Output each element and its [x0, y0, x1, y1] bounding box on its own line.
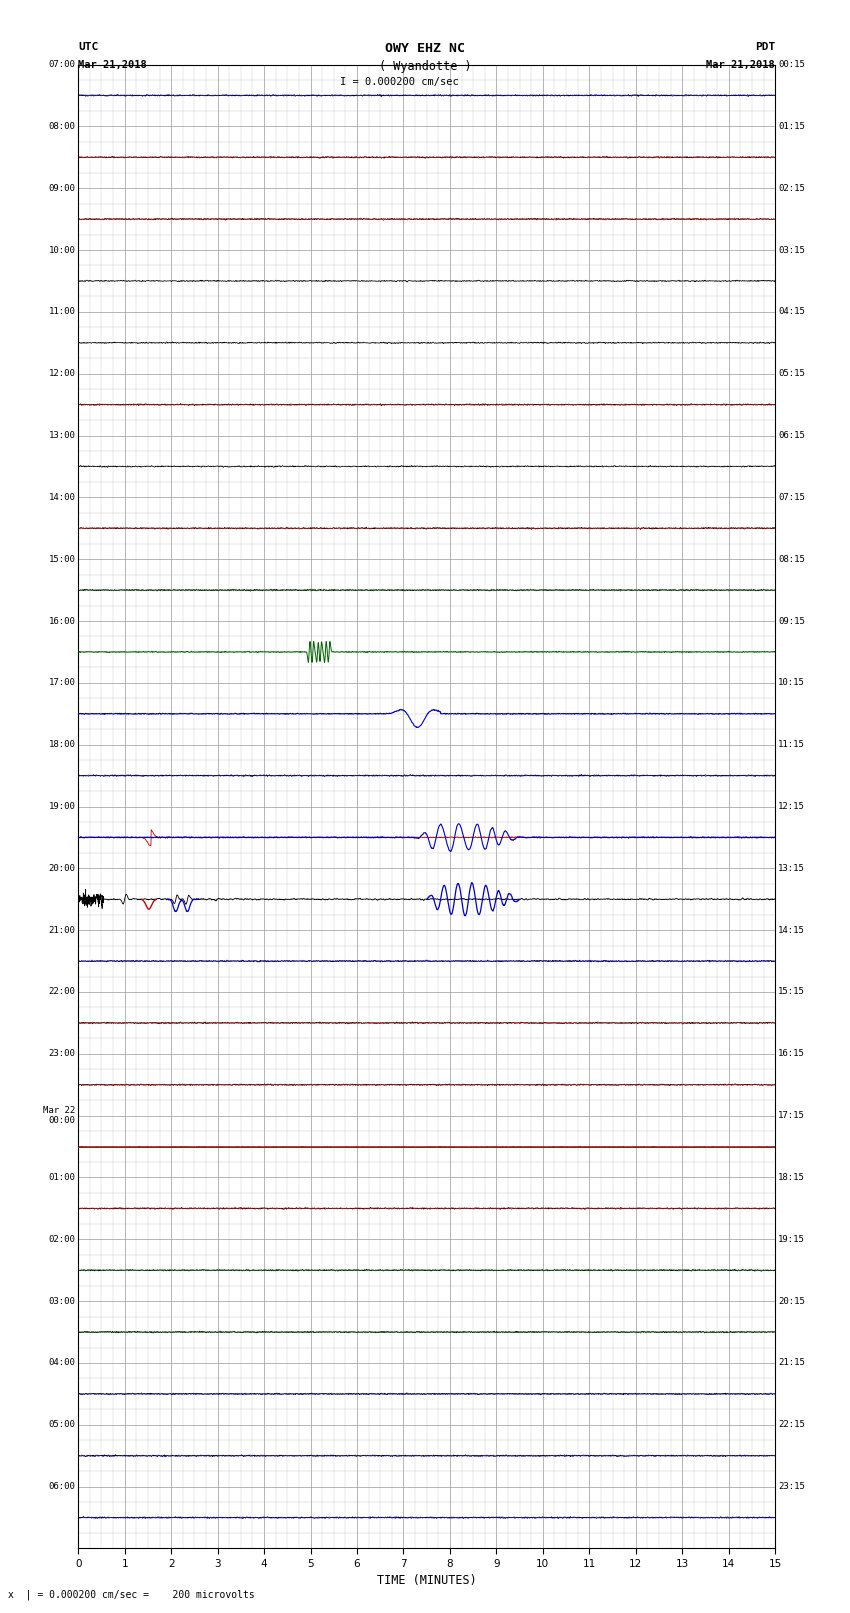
- Text: 00:15: 00:15: [778, 60, 805, 69]
- Text: 20:00: 20:00: [48, 865, 76, 873]
- Text: 21:00: 21:00: [48, 926, 76, 934]
- Text: ( Wyandotte ): ( Wyandotte ): [379, 60, 471, 73]
- Text: 22:00: 22:00: [48, 987, 76, 997]
- Text: x  | = 0.000200 cm/sec =    200 microvolts: x | = 0.000200 cm/sec = 200 microvolts: [8, 1589, 255, 1600]
- Text: 20:15: 20:15: [778, 1297, 805, 1305]
- Text: 10:00: 10:00: [48, 245, 76, 255]
- Text: 04:15: 04:15: [778, 308, 805, 316]
- Text: 13:00: 13:00: [48, 431, 76, 440]
- Text: 13:15: 13:15: [778, 865, 805, 873]
- Text: Mar 21,2018: Mar 21,2018: [78, 60, 147, 69]
- Text: 19:15: 19:15: [778, 1236, 805, 1244]
- Text: 19:00: 19:00: [48, 802, 76, 811]
- Text: 18:15: 18:15: [778, 1173, 805, 1182]
- Text: 21:15: 21:15: [778, 1358, 805, 1368]
- Text: 05:00: 05:00: [48, 1421, 76, 1429]
- Text: 06:15: 06:15: [778, 431, 805, 440]
- Text: 01:00: 01:00: [48, 1173, 76, 1182]
- Text: 07:00: 07:00: [48, 60, 76, 69]
- Text: 17:00: 17:00: [48, 679, 76, 687]
- Text: 16:15: 16:15: [778, 1050, 805, 1058]
- Text: 12:00: 12:00: [48, 369, 76, 377]
- Text: 14:15: 14:15: [778, 926, 805, 934]
- Text: 07:15: 07:15: [778, 494, 805, 502]
- Text: 18:00: 18:00: [48, 740, 76, 748]
- Text: 02:15: 02:15: [778, 184, 805, 192]
- Text: PDT: PDT: [755, 42, 775, 52]
- Text: 04:00: 04:00: [48, 1358, 76, 1368]
- Text: 12:15: 12:15: [778, 802, 805, 811]
- Text: 06:00: 06:00: [48, 1482, 76, 1490]
- Text: I = 0.000200 cm/sec: I = 0.000200 cm/sec: [340, 77, 459, 87]
- Text: 17:15: 17:15: [778, 1111, 805, 1119]
- Text: 09:00: 09:00: [48, 184, 76, 192]
- Text: 02:00: 02:00: [48, 1236, 76, 1244]
- Text: UTC: UTC: [78, 42, 99, 52]
- Text: 16:00: 16:00: [48, 616, 76, 626]
- Text: Mar 22
00:00: Mar 22 00:00: [43, 1107, 76, 1126]
- Text: 14:00: 14:00: [48, 494, 76, 502]
- Text: 11:15: 11:15: [778, 740, 805, 748]
- Text: 10:15: 10:15: [778, 679, 805, 687]
- Text: 23:00: 23:00: [48, 1050, 76, 1058]
- Text: 15:15: 15:15: [778, 987, 805, 997]
- Text: 11:00: 11:00: [48, 308, 76, 316]
- Text: 01:15: 01:15: [778, 123, 805, 131]
- Text: 15:00: 15:00: [48, 555, 76, 563]
- Text: 08:15: 08:15: [778, 555, 805, 563]
- X-axis label: TIME (MINUTES): TIME (MINUTES): [377, 1574, 477, 1587]
- Text: 05:15: 05:15: [778, 369, 805, 377]
- Text: 09:15: 09:15: [778, 616, 805, 626]
- Text: OWY EHZ NC: OWY EHZ NC: [385, 42, 465, 55]
- Text: 22:15: 22:15: [778, 1421, 805, 1429]
- Text: 03:15: 03:15: [778, 245, 805, 255]
- Text: Mar 21,2018: Mar 21,2018: [706, 60, 775, 69]
- Text: 08:00: 08:00: [48, 123, 76, 131]
- Text: 03:00: 03:00: [48, 1297, 76, 1305]
- Text: 23:15: 23:15: [778, 1482, 805, 1490]
